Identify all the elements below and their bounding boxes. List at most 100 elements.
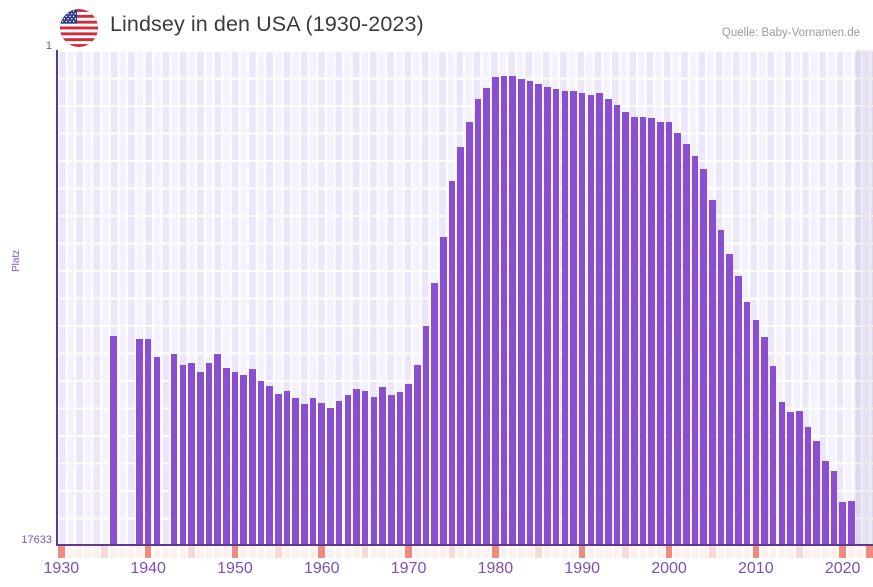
x-tick-marker (795, 546, 803, 558)
bar (778, 402, 786, 545)
x-tick-marker (474, 546, 482, 558)
bar (596, 93, 603, 545)
bar (717, 230, 725, 545)
x-tick-marker (457, 546, 464, 558)
x-tick-marker (500, 546, 508, 558)
x-tick-marker (301, 546, 308, 558)
x-axis-tick-label: 2010 (738, 560, 774, 577)
x-tick-marker (804, 546, 812, 558)
bar (335, 401, 343, 545)
x-tick-marker (127, 546, 135, 558)
bar (526, 81, 534, 545)
x-tick-marker (492, 546, 499, 558)
chart-header: Lindsey in den USA (1930-2023) Quelle: B… (0, 0, 873, 47)
x-tick-marker (665, 546, 673, 558)
x-tick-marker (58, 546, 65, 558)
x-tick-marker (596, 546, 603, 558)
x-tick-marker (674, 546, 681, 558)
bar (309, 398, 317, 545)
y-axis-line (56, 50, 58, 546)
x-tick-marker (830, 546, 838, 558)
x-tick-marker (422, 546, 430, 558)
bar (136, 339, 143, 545)
bar (110, 335, 117, 545)
x-tick-marker (318, 546, 326, 558)
bar (188, 363, 195, 545)
bar (196, 372, 204, 545)
bar (405, 384, 412, 545)
x-tick-marker (205, 546, 213, 558)
x-tick-marker (231, 546, 239, 558)
x-tick-marker (726, 546, 734, 558)
bar (518, 78, 525, 545)
x-axis-tick-labels: 1930 1940 1950 1960 1970 1980 1990 2000 2010 2020 (0, 560, 873, 587)
bar (249, 369, 256, 545)
x-tick-marker (431, 546, 438, 558)
x-tick-marker (856, 546, 864, 558)
x-tick-marker (162, 546, 169, 558)
bar (379, 386, 386, 545)
x-tick-marker (353, 546, 360, 558)
x-tick-marker (153, 546, 161, 558)
x-tick-marker (344, 546, 352, 558)
bar (179, 364, 187, 545)
x-tick-marker (622, 546, 629, 558)
x-tick-marker (196, 546, 204, 558)
bar (509, 76, 517, 545)
bar (231, 372, 239, 545)
x-tick-marker (466, 546, 473, 558)
x-axis-tick-label: 1950 (217, 560, 253, 577)
x-tick-marker (413, 546, 421, 558)
bar (648, 118, 655, 545)
bar (483, 87, 490, 545)
usa-flag-icon (60, 9, 98, 47)
x-tick-marker (396, 546, 404, 558)
x-tick-marker (752, 546, 760, 558)
bar (431, 283, 438, 545)
bar (292, 398, 300, 545)
source-attribution: Quelle: Baby-Vornamen.de (721, 27, 860, 39)
bar (370, 396, 378, 545)
x-tick-marker (769, 546, 777, 558)
x-axis-tick-markers (57, 546, 873, 558)
bar (535, 83, 543, 545)
bar (604, 99, 612, 545)
bar (205, 363, 213, 545)
bar (353, 389, 360, 545)
x-tick-marker (544, 546, 551, 558)
bar (266, 386, 273, 545)
bar (275, 394, 282, 545)
x-tick-marker (691, 546, 699, 558)
x-tick-marker (448, 546, 456, 558)
x-tick-marker (604, 546, 612, 558)
bar (674, 132, 681, 545)
x-tick-marker (136, 546, 143, 558)
x-tick-marker (552, 546, 560, 558)
bar (301, 403, 308, 545)
x-tick-marker (66, 546, 74, 558)
bar (587, 95, 595, 545)
bar (683, 143, 690, 545)
bar (761, 337, 768, 545)
x-tick-marker (821, 546, 829, 558)
bar (240, 375, 247, 545)
bar (578, 93, 586, 545)
x-tick-marker (761, 546, 768, 558)
x-tick-marker (222, 546, 230, 558)
x-axis-tick-label: 1960 (303, 560, 340, 577)
bar (726, 253, 734, 545)
bar (821, 460, 829, 545)
x-tick-marker (743, 546, 751, 558)
bar (639, 116, 647, 545)
x-axis-tick-label: 2000 (651, 560, 687, 577)
x-tick-marker (518, 546, 525, 558)
bar (387, 395, 395, 545)
x-tick-marker (179, 546, 187, 558)
bar (752, 320, 760, 545)
x-tick-marker (709, 546, 716, 558)
bar (795, 410, 803, 545)
x-axis-tick-label: 1980 (477, 560, 514, 577)
x-tick-marker (249, 546, 256, 558)
x-tick-marker (813, 546, 820, 558)
